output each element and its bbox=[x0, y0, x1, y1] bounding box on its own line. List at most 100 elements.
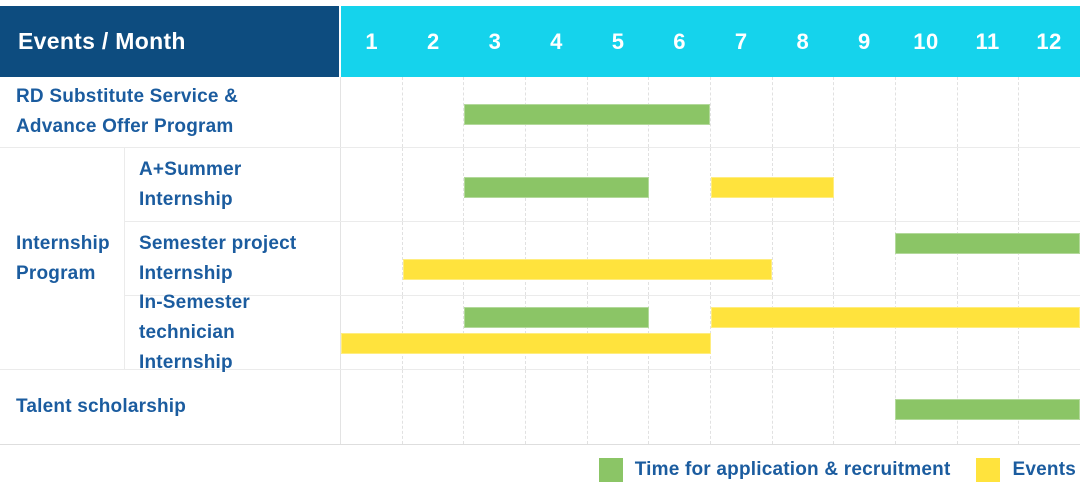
grid-cell bbox=[648, 148, 710, 221]
grid-cell bbox=[463, 370, 525, 444]
grid-cell bbox=[833, 222, 895, 295]
month-header-6: 6 bbox=[673, 28, 687, 54]
row-timeline bbox=[340, 222, 1080, 295]
grid-cell bbox=[401, 77, 464, 147]
row-group-2: Talent scholarship bbox=[0, 369, 1080, 444]
row-timeline bbox=[340, 77, 1080, 147]
bar-application bbox=[464, 307, 649, 328]
header-title: Events / Month bbox=[18, 28, 186, 54]
row-group-0: RD Substitute Service & Advance Offer Pr… bbox=[0, 77, 1080, 147]
grid-cell bbox=[525, 296, 587, 369]
grid-cell bbox=[833, 148, 895, 221]
grid-cell bbox=[463, 222, 525, 295]
bar-events bbox=[402, 259, 773, 280]
grid-cell bbox=[341, 148, 402, 221]
grid-cell bbox=[341, 370, 402, 444]
row-label: In-Semester technician Internship bbox=[139, 291, 250, 373]
month-header-5: 5 bbox=[611, 28, 625, 54]
month-header-3: 3 bbox=[488, 28, 502, 54]
column-header-events-month: Events / Month bbox=[0, 6, 339, 77]
grid-cell bbox=[956, 77, 1019, 147]
month-header-10: 10 bbox=[913, 28, 939, 54]
table-header-row: Events / Month 1 2 3 4 5 6 7 8 9 10 11 12 bbox=[0, 6, 1080, 77]
gantt-row-a-summer-internship: A+Summer Internship bbox=[125, 148, 1080, 221]
grid-cell bbox=[771, 77, 834, 147]
bar-application bbox=[895, 233, 1080, 254]
legend-item-application: Time for application & recruitment bbox=[598, 458, 951, 482]
grid-cell bbox=[771, 222, 834, 295]
schedule-table: Events / Month 1 2 3 4 5 6 7 8 9 10 11 12 RD Substi… bbox=[0, 6, 1080, 445]
grid-cell bbox=[463, 77, 525, 147]
grid-cell bbox=[833, 77, 895, 147]
table-body: RD Substitute Service & Advance Offer Pr… bbox=[0, 77, 1080, 445]
bar-events bbox=[710, 307, 1080, 328]
grid-cell bbox=[648, 370, 710, 444]
grid-cell bbox=[833, 296, 895, 369]
grid-cell bbox=[1018, 296, 1080, 369]
grid-cell bbox=[401, 296, 464, 369]
grid-cell bbox=[956, 148, 1019, 221]
header-divider bbox=[339, 6, 341, 77]
group-rows: RD Substitute Service & Advance Offer Pr… bbox=[0, 77, 1080, 147]
gantt-row-in-semester-technician-internship: In-Semester technician Internship bbox=[125, 291, 1080, 373]
group-rows: A+Summer Internship Semester project Inte… bbox=[125, 148, 1080, 373]
grid-cell bbox=[1018, 148, 1080, 221]
legend-item-events: Events bbox=[976, 458, 1076, 482]
grid-cell bbox=[710, 370, 772, 444]
month-header-9: 9 bbox=[858, 28, 871, 54]
month-header-8: 8 bbox=[796, 28, 810, 54]
legend-label-application: Time for application & recruitment bbox=[634, 459, 951, 480]
group-rows: Talent scholarship bbox=[0, 370, 1080, 444]
grid-cell bbox=[956, 222, 1019, 295]
row-group-internship-program: Internship Program A+Summer Internship Sem… bbox=[0, 147, 1080, 373]
month-header-11: 11 bbox=[975, 28, 1000, 54]
bar-application bbox=[464, 104, 711, 125]
gantt-row-semester-project-internship: Semester project Internship bbox=[125, 221, 1080, 295]
grid-cell bbox=[463, 148, 525, 221]
grid-cell bbox=[341, 77, 402, 147]
grid-cell bbox=[771, 370, 834, 444]
grid-cell bbox=[710, 77, 772, 147]
grid-cell bbox=[1018, 77, 1080, 147]
gantt-row-rd-substitute-service-advance-offer-program: RD Substitute Service & Advance Offer Pr… bbox=[0, 77, 1080, 147]
grid-cell bbox=[710, 222, 772, 295]
legend-label-events: Events bbox=[1012, 459, 1076, 480]
month-header-4: 4 bbox=[550, 28, 563, 54]
grid-cell bbox=[648, 222, 710, 295]
grid-cell bbox=[586, 296, 649, 369]
grid-cell bbox=[895, 222, 957, 295]
grid-cell bbox=[648, 296, 710, 369]
legend-swatch-application bbox=[598, 458, 623, 482]
month-header-1: 1 bbox=[365, 28, 379, 54]
month-header-2: 2 bbox=[426, 28, 440, 54]
legend: Time for application & recruitment Event… bbox=[0, 448, 1076, 492]
grid-cell bbox=[895, 77, 957, 147]
grid-cell bbox=[833, 370, 895, 444]
month-header-row: 1 2 3 4 5 6 7 8 9 10 11 12 bbox=[341, 6, 1080, 77]
row-timeline bbox=[340, 370, 1080, 444]
grid-cell bbox=[341, 222, 402, 295]
grid-cell bbox=[525, 222, 587, 295]
grid-cell bbox=[401, 370, 464, 444]
bar-events bbox=[341, 333, 711, 354]
row-timeline bbox=[340, 148, 1080, 221]
bar-events bbox=[710, 176, 834, 198]
grid-cell bbox=[1018, 222, 1080, 295]
legend-swatch-events bbox=[976, 458, 1001, 482]
grid-cell bbox=[710, 296, 772, 369]
bar-application bbox=[464, 176, 649, 198]
grid-cell bbox=[771, 296, 834, 369]
bar-application bbox=[895, 399, 1080, 420]
grid-cell bbox=[401, 222, 464, 295]
grid-cell bbox=[956, 296, 1019, 369]
row-label: Semester project Internship bbox=[139, 232, 297, 284]
row-timeline bbox=[340, 296, 1080, 369]
row-label: Talent scholarship bbox=[16, 396, 187, 417]
grid-cell bbox=[586, 370, 649, 444]
group-label-internship-program: Internship Program bbox=[0, 148, 125, 369]
row-label: RD Substitute Service & Advance Offer Pr… bbox=[16, 86, 239, 137]
gantt-row-talent-scholarship: Talent scholarship bbox=[0, 370, 1080, 444]
grid-cell bbox=[401, 148, 464, 221]
month-header-12: 12 bbox=[1036, 28, 1062, 54]
